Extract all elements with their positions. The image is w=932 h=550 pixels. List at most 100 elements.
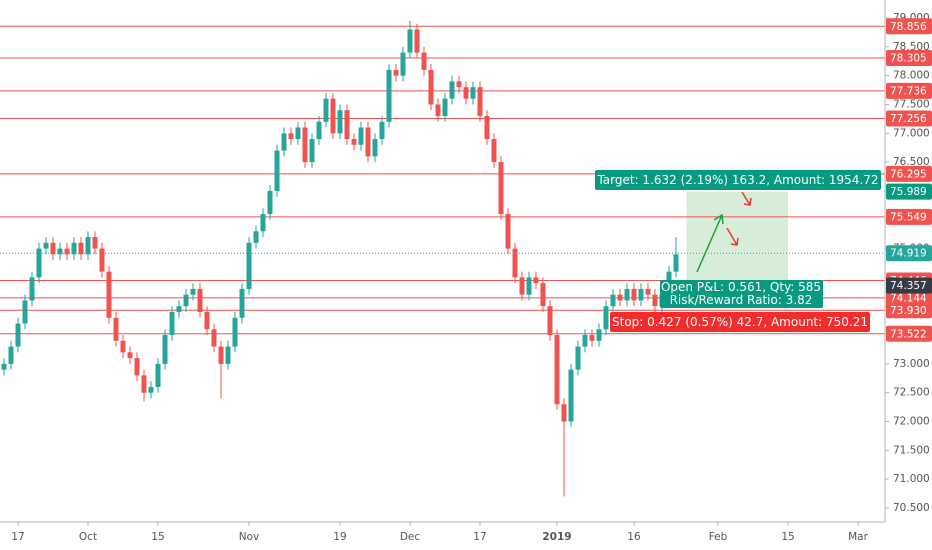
y-tick-label: 70.500 xyxy=(893,502,930,514)
level-label: 73.522 xyxy=(890,328,927,340)
candle-body xyxy=(554,335,560,405)
level-label-box xyxy=(886,50,932,67)
candle-body xyxy=(99,248,105,272)
candle-body xyxy=(232,317,238,347)
candle-body xyxy=(519,277,525,295)
candle-body xyxy=(239,288,245,318)
candle-body xyxy=(127,352,133,359)
pnl-label-box xyxy=(660,280,823,308)
candle-body xyxy=(631,288,637,301)
candle-body xyxy=(386,69,392,122)
target-label: Target: 1.632 (2.19%) 163.2, Amount: 195… xyxy=(596,173,878,187)
candle-body xyxy=(323,98,329,122)
candle-body xyxy=(610,294,616,307)
level-label-box xyxy=(886,165,932,182)
level-label-box xyxy=(886,18,932,35)
candle-body xyxy=(148,386,154,393)
position-tool xyxy=(696,191,752,273)
target-price-label: 75.989 xyxy=(890,186,927,198)
y-tick-label: 78.500 xyxy=(893,41,930,53)
candle-body xyxy=(512,248,518,278)
level-label: 78.856 xyxy=(890,21,927,33)
trend-arrowhead xyxy=(713,213,724,225)
trend-arrow xyxy=(696,214,723,273)
candle-body xyxy=(190,288,196,295)
candle-body xyxy=(533,277,539,284)
level-label-box xyxy=(886,208,932,225)
candle-body xyxy=(624,288,630,301)
candle-body xyxy=(547,306,553,336)
candle-body xyxy=(421,52,427,70)
current-price-label-box xyxy=(886,245,932,262)
y-tick-label: 76.500 xyxy=(893,156,930,168)
target-price-label-box xyxy=(886,183,932,200)
level-label-box xyxy=(886,110,932,127)
level-label-box xyxy=(886,302,932,319)
y-tick-label: 73.000 xyxy=(893,358,930,370)
y-tick-label: 77.000 xyxy=(893,127,930,139)
candle-body xyxy=(218,346,224,364)
x-tick-label: Mar xyxy=(848,531,868,543)
candle-body xyxy=(477,87,483,116)
candle-body xyxy=(645,288,651,295)
candle-body xyxy=(57,248,63,255)
candle-body xyxy=(379,121,385,140)
candle-body xyxy=(211,329,217,347)
candle-body xyxy=(22,300,28,324)
current-price-label: 74.919 xyxy=(890,248,927,260)
candle-body xyxy=(162,335,168,364)
candle-body xyxy=(400,52,406,76)
candle-body xyxy=(169,311,175,336)
candle-body xyxy=(274,150,280,191)
candle-body xyxy=(302,127,308,163)
candle-body xyxy=(617,294,623,301)
level-label: 74.144 xyxy=(890,292,927,304)
candle-body xyxy=(372,139,378,157)
down-arrow xyxy=(726,227,738,246)
x-tick-label: 15 xyxy=(781,531,794,543)
candle-body xyxy=(260,213,266,232)
candle-body xyxy=(463,87,469,99)
candle-body xyxy=(498,162,504,214)
candle-body xyxy=(281,133,287,151)
axes: 70.500 71.000 71.500 72.000 72.500 73.000 73.5… xyxy=(11,12,932,543)
candle-body xyxy=(456,81,462,88)
candle-body xyxy=(582,335,588,347)
candle-body xyxy=(568,369,574,422)
candle-body xyxy=(29,277,35,301)
candle-body xyxy=(337,110,343,134)
candle-body xyxy=(484,115,490,140)
candle-body xyxy=(113,317,119,341)
level-label: 78.305 xyxy=(890,53,927,65)
stop-label-box xyxy=(610,312,870,332)
x-tick-label: Oct xyxy=(79,531,97,543)
candle-body xyxy=(491,139,497,163)
candle-body xyxy=(449,81,455,99)
candle-body xyxy=(407,29,413,53)
candle-body xyxy=(50,242,56,255)
candle-body xyxy=(652,294,658,307)
candle-body xyxy=(106,271,112,318)
candle-body xyxy=(141,375,147,393)
candle-body xyxy=(365,127,371,157)
y-tick-label: 72.500 xyxy=(893,387,930,399)
y-tick-label: 77.500 xyxy=(893,98,930,110)
candle-body xyxy=(78,242,84,255)
candle-body xyxy=(505,213,511,249)
down-arrow xyxy=(741,191,751,206)
candle-body xyxy=(176,306,182,312)
candle-body xyxy=(540,283,546,307)
level-label: 73.930 xyxy=(890,305,927,317)
candle-body xyxy=(295,127,301,140)
x-tick-label: 16 xyxy=(627,531,641,543)
candle-body xyxy=(358,127,364,145)
candle-body xyxy=(43,242,49,249)
candle-body xyxy=(288,133,294,140)
candle-body xyxy=(92,237,98,249)
level-label-box xyxy=(886,325,932,342)
candle-body xyxy=(134,358,140,376)
x-tick-label: 17 xyxy=(11,531,24,543)
x-tick-label: Nov xyxy=(239,531,260,543)
x-tick-label: 17 xyxy=(473,531,486,543)
